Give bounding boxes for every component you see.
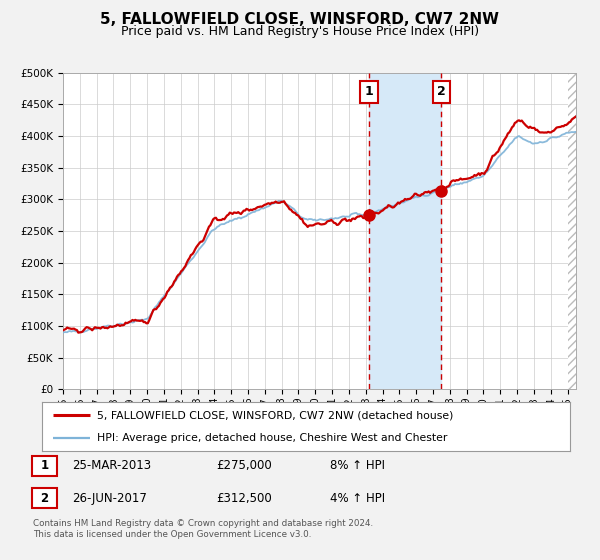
Text: This data is licensed under the Open Government Licence v3.0.: This data is licensed under the Open Gov… — [33, 530, 311, 539]
Text: HPI: Average price, detached house, Cheshire West and Chester: HPI: Average price, detached house, Ches… — [97, 433, 448, 444]
Text: £312,500: £312,500 — [216, 492, 272, 505]
Text: 26-JUN-2017: 26-JUN-2017 — [72, 492, 147, 505]
Text: 1: 1 — [365, 85, 373, 99]
Text: 25-MAR-2013: 25-MAR-2013 — [72, 459, 151, 473]
Text: 5, FALLOWFIELD CLOSE, WINSFORD, CW7 2NW (detached house): 5, FALLOWFIELD CLOSE, WINSFORD, CW7 2NW … — [97, 410, 454, 421]
Bar — [568, 73, 576, 389]
Text: 1: 1 — [40, 459, 49, 473]
Text: £275,000: £275,000 — [216, 459, 272, 473]
Text: 4% ↑ HPI: 4% ↑ HPI — [330, 492, 385, 505]
Text: 2: 2 — [40, 492, 49, 505]
Text: 8% ↑ HPI: 8% ↑ HPI — [330, 459, 385, 473]
Bar — [369, 73, 442, 389]
Text: Price paid vs. HM Land Registry's House Price Index (HPI): Price paid vs. HM Land Registry's House … — [121, 25, 479, 38]
Text: 5, FALLOWFIELD CLOSE, WINSFORD, CW7 2NW: 5, FALLOWFIELD CLOSE, WINSFORD, CW7 2NW — [101, 12, 499, 27]
Text: Contains HM Land Registry data © Crown copyright and database right 2024.: Contains HM Land Registry data © Crown c… — [33, 519, 373, 528]
Text: 2: 2 — [437, 85, 446, 99]
